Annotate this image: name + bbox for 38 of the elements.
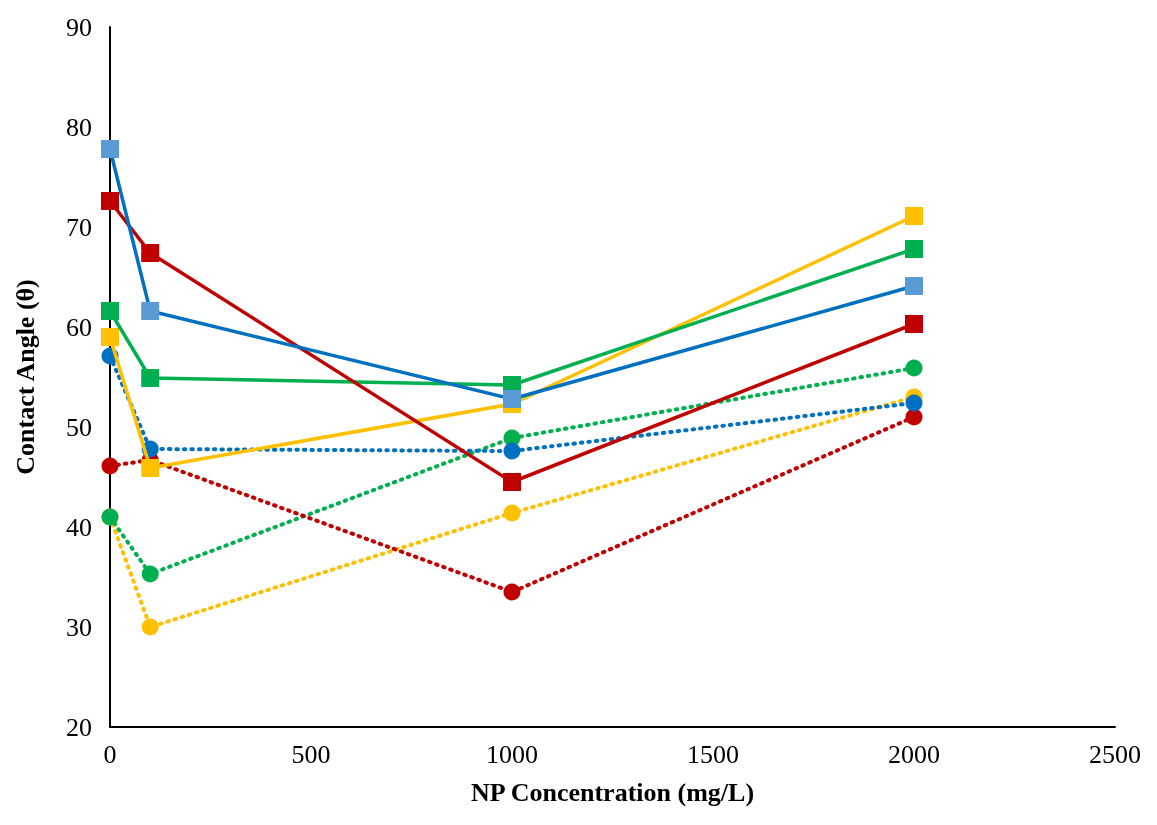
y-tick-label: 80 [66, 112, 92, 142]
point [141, 369, 160, 387]
y-tick-label: 20 [66, 712, 92, 742]
x-tick-label: 1000 [486, 739, 538, 769]
x-tick-label: 1500 [687, 739, 739, 769]
point [141, 302, 160, 320]
point [905, 359, 923, 377]
x-tick-label: 500 [291, 739, 331, 769]
y-tick-label: 40 [66, 512, 92, 542]
x-tick-label: 0 [103, 739, 117, 769]
point [905, 240, 923, 258]
point [905, 277, 923, 295]
point [503, 473, 521, 491]
point [101, 302, 119, 320]
point [503, 390, 521, 408]
point [141, 565, 159, 583]
x-tick-label: 2000 [888, 739, 940, 769]
y-tick-label: 60 [66, 312, 92, 342]
point [503, 583, 521, 601]
point [503, 442, 521, 460]
point [905, 394, 923, 412]
point [101, 192, 119, 210]
point [101, 457, 119, 475]
point [905, 315, 923, 333]
point [101, 140, 119, 158]
x-axis-title: NP Concentration (mg/L) [470, 777, 755, 807]
point [141, 459, 160, 477]
point [503, 504, 521, 522]
y-tick-label: 50 [66, 412, 92, 442]
y-axis-title: Contact Angle (θ) [10, 279, 40, 475]
y-tick-label: 30 [66, 612, 92, 642]
point [141, 244, 160, 262]
y-tick-label: 70 [66, 212, 92, 242]
point [905, 207, 923, 225]
point [141, 618, 159, 636]
y-tick-label: 90 [66, 12, 92, 42]
point [101, 328, 119, 346]
x-tick-label: 2500 [1089, 739, 1141, 769]
